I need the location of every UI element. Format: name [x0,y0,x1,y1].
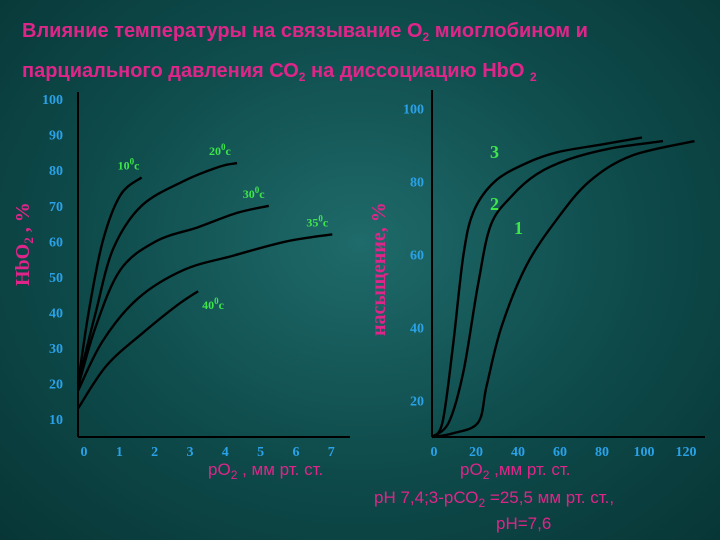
right-chart-conditions: рН 7,4;3-рСО2 =25,5 мм рт. ст., [374,488,615,510]
left-y-tick-label: 30 [49,342,63,357]
left-y-tick-label: 10 [49,413,63,428]
left-y-tick-label: 80 [49,164,63,179]
right-series-label: 1 [514,218,523,238]
left-y-tick-label: 20 [49,378,63,393]
left-series-label: 300c [243,185,265,201]
left-series-label: 100c [118,156,140,172]
left-y-tick-label: 70 [49,200,63,215]
left-y-tick-label: 60 [49,235,63,250]
left-x-tick-label: 0 [81,445,88,460]
right-chart: 20 40 60 80 100 0 20 40 60 80 100 120 3 21 [403,90,705,460]
right-series-label: 2 [490,194,499,214]
left-x-tick-label: 1 [116,445,123,460]
right-y-tick-label: 20 [410,394,424,409]
right-y-tick-label: 40 [410,321,424,336]
right-x-tick-label: 20 [469,445,483,460]
left-series-line [76,161,238,384]
left-chart: 10 20 30 40 50 60 70 80 90 100 0 1 2 3 4 5 6 7 100c 200c 300… [42,92,350,460]
left-series-label: 400c [202,296,225,312]
left-series-label: 200c [209,142,232,158]
right-x-tick-label: 40 [511,445,525,460]
title-line-1: Влияние температуры на связывание О2 мио… [22,20,588,44]
right-x-tick-label: 60 [553,445,567,460]
left-x-tick-label: 7 [328,445,335,460]
left-y-tick-label: 40 [49,307,63,322]
left-series-label: 350c [306,213,329,229]
right-series-label: 3 [490,142,499,162]
right-series-line [431,136,643,438]
right-y-tick-label: 80 [410,175,424,190]
left-x-tick-label: 4 [222,445,229,460]
right-y-tick-label: 100 [403,102,424,117]
left-series-line [76,176,143,384]
right-series-line [431,139,695,439]
right-chart-ph: рН=7,6 [496,514,552,533]
left-series-line [76,290,199,410]
page-title: Влияние температуры на связывание О2 мио… [22,14,712,94]
left-y-tick-label: 50 [49,271,63,286]
right-chart-xlabel: рО2 ,мм рт. ст. [460,460,571,482]
right-y-tick-label: 60 [410,248,424,263]
right-series-line [431,139,664,438]
title-line-2: парциального давления СО2 на диссоциацию… [22,60,537,84]
left-chart-xlabel: рО2 , мм рт. ст. [208,460,324,482]
right-x-tick-label: 100 [634,445,655,460]
left-x-tick-label: 3 [186,445,193,460]
right-x-tick-label: 0 [431,445,438,460]
left-x-tick-label: 2 [151,445,158,460]
right-x-tick-label: 80 [595,445,609,460]
left-x-tick-label: 5 [257,445,264,460]
right-x-tick-label: 120 [676,445,697,460]
left-series-line [76,233,333,392]
left-series-line [76,204,270,388]
left-y-tick-label: 100 [42,93,63,108]
left-x-tick-label: 6 [292,445,299,460]
left-y-tick-label: 90 [49,129,63,144]
